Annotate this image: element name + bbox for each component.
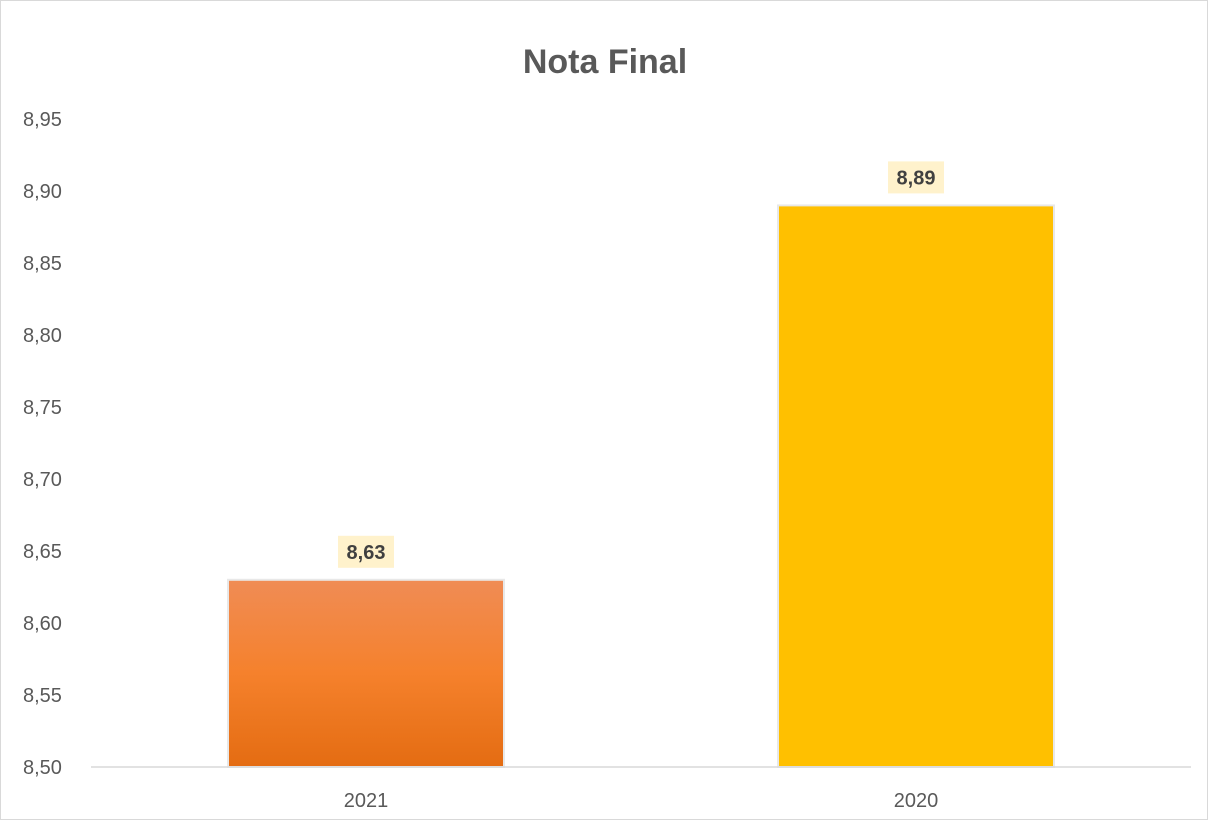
y-tick-label: 8,85 <box>23 253 62 275</box>
y-tick-label: 8,90 <box>23 181 62 203</box>
x-tick-label: 2020 <box>894 790 939 812</box>
data-label-background <box>338 535 394 568</box>
bars: 8,63 8,89 <box>227 161 1055 768</box>
y-tick-label: 8,65 <box>23 541 62 563</box>
y-tick-label: 8,75 <box>23 397 62 419</box>
y-tick-label: 8,55 <box>23 685 62 707</box>
y-tick-label: 8,80 <box>23 325 62 347</box>
x-axis: 2021 2020 <box>344 790 939 812</box>
y-tick-label: 8,95 <box>23 109 62 131</box>
data-label: 8,89 <box>897 167 936 189</box>
data-label-background <box>888 161 944 194</box>
bar-2020 <box>777 204 1055 768</box>
y-tick-label: 8,60 <box>23 613 62 635</box>
chart-title: Nota Final <box>523 43 687 81</box>
bar-2021 <box>227 578 505 768</box>
y-tick-label: 8,50 <box>23 757 62 779</box>
y-tick-label: 8,70 <box>23 469 62 491</box>
x-tick-label: 2021 <box>344 790 389 812</box>
y-axis: 8,50 8,55 8,60 8,65 8,70 8,75 8,80 8,85 8,90 8,95 <box>23 109 62 779</box>
data-label: 8,63 <box>347 542 386 564</box>
